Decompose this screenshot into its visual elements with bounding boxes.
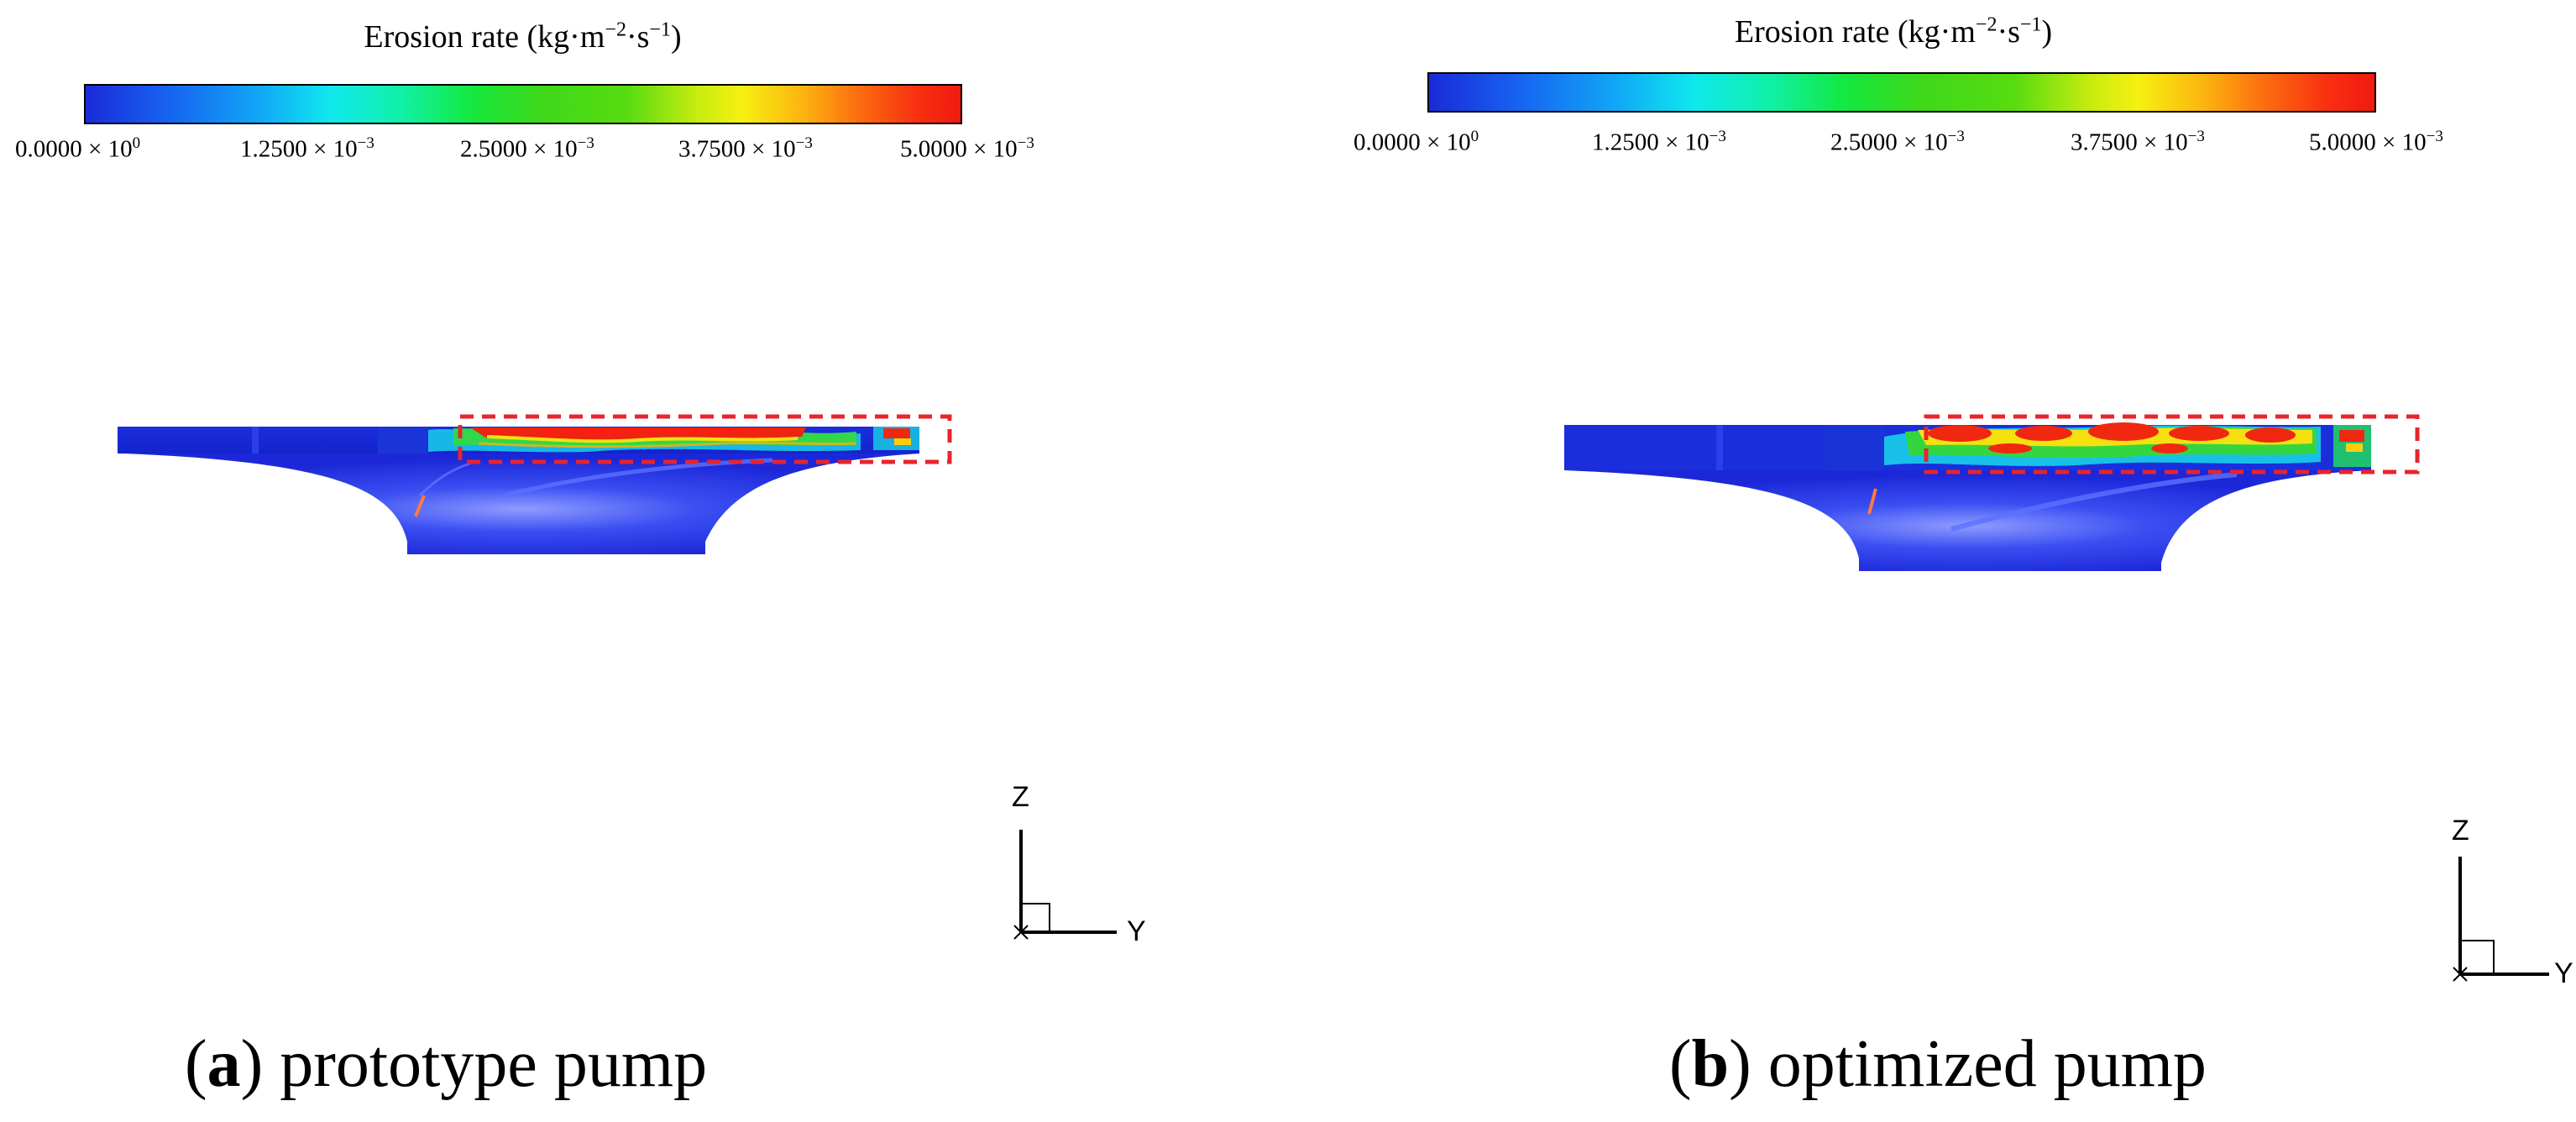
colorbar: [84, 84, 962, 124]
colorbar-title: Erosion rate (kg·m−2·s−1): [1734, 13, 2053, 50]
axis-y-label: Y: [1127, 915, 1146, 947]
colorbar-tick-label: 2.5000 × 10−3: [1830, 128, 1965, 156]
colorbar: [1427, 72, 2376, 113]
axis-triad: [2453, 857, 2549, 982]
axis-z-label: Z: [1012, 781, 1029, 813]
panel-prototype-pump: Erosion rate (kg·m−2·s−1) 0.0000 × 100 1…: [15, 18, 1146, 1101]
colorbar-tick-label: 3.7500 × 10−3: [678, 134, 813, 163]
colorbar-tick-label: 5.0000 × 10−3: [2309, 128, 2443, 156]
highlight-region-box: [458, 414, 952, 464]
colorbar-title: Erosion rate (kg·m−2·s−1): [364, 18, 682, 55]
panel-optimized-pump: Erosion rate (kg·m−2·s−1) 0.0000 × 100 1…: [1288, 0, 2576, 1122]
impeller-erosion-contour: [118, 414, 952, 554]
axis-triad: [1013, 830, 1117, 940]
colorbar-tick-label: 0.0000 × 100: [15, 134, 141, 163]
colorbar-tick-label: 2.5000 × 10−3: [460, 134, 594, 163]
impeller-erosion-contour: [1564, 414, 2420, 571]
colorbar-tick-label: 1.2500 × 10−3: [240, 134, 374, 163]
axis-y-label: Y: [2554, 957, 2573, 989]
highlight-region-box: [1924, 414, 2420, 474]
axis-z-label: Z: [2452, 815, 2469, 847]
panel-caption: (a) prototype pump: [185, 1027, 708, 1101]
colorbar-tick-label: 5.0000 × 10−3: [900, 134, 1034, 163]
colorbar-tick-label: 3.7500 × 10−3: [2071, 128, 2205, 156]
colorbar-tick-label: 0.0000 × 100: [1353, 128, 1479, 156]
panel-caption: (b) optimized pump: [1669, 1027, 2207, 1101]
colorbar-tick-label: 1.2500 × 10−3: [1592, 128, 1726, 156]
